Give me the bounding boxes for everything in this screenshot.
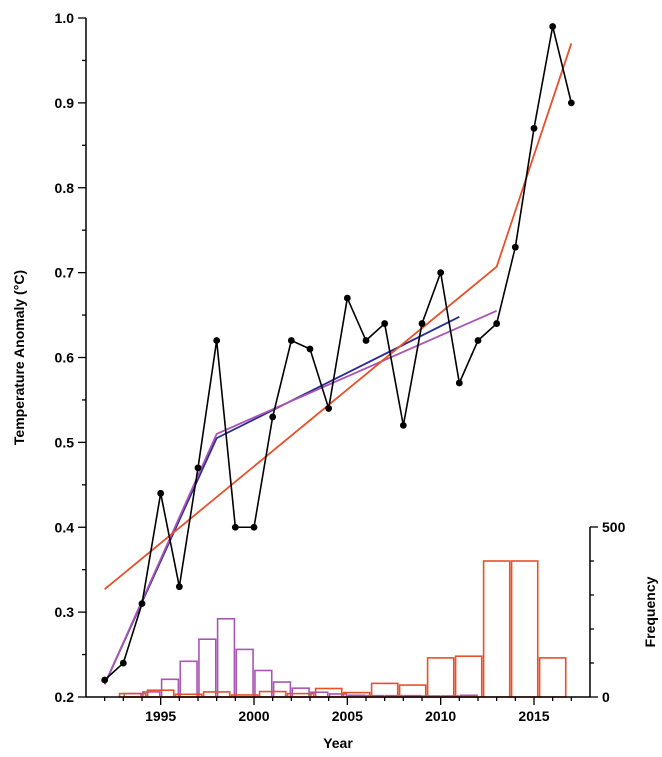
observed-series (101, 23, 575, 684)
y-tick-label: 0.9 (55, 95, 75, 111)
y2-axis-title: Frequency (642, 576, 658, 647)
observed-point (437, 269, 445, 277)
observed-point (493, 320, 501, 327)
histogram-2-bar (510, 560, 539, 698)
observed-point (343, 294, 351, 302)
histogram-1-bar (291, 687, 310, 698)
y-tick-label: 0.2 (55, 689, 75, 705)
observed-point (399, 422, 407, 429)
y2-tick-label: 500 (602, 519, 626, 535)
histogram-1-bar (198, 638, 217, 698)
histogram-1-bar (254, 669, 273, 698)
observed-point (325, 405, 333, 412)
observed-point (138, 600, 146, 608)
y-tick-label: 0.7 (55, 265, 75, 281)
trend-line-2 (103, 309, 498, 685)
observed-line (104, 26, 573, 681)
observed-point (269, 413, 277, 421)
y2-tick-label: 0 (602, 689, 610, 705)
y-tick-label: 0.8 (55, 180, 75, 196)
observed-point (567, 99, 575, 107)
observed-point (287, 337, 295, 344)
x-tick-label: 2000 (238, 708, 269, 724)
trend-line-1 (103, 315, 460, 685)
x-axis-title: Year (323, 735, 353, 751)
observed-point (213, 337, 221, 344)
trend-line-3 (104, 43, 573, 590)
y-tick-label: 0.4 (55, 519, 75, 535)
histogram-2-bar (538, 657, 567, 698)
observed-point (474, 337, 482, 344)
trend-lines (103, 43, 573, 685)
histogram-2-bar (258, 690, 287, 698)
x-tick-label: 1995 (145, 708, 176, 724)
y-tick-label: 0.6 (55, 350, 75, 366)
observed-point (418, 320, 426, 327)
observed-point (306, 345, 314, 353)
observed-point (101, 676, 109, 684)
y-axis-title: Temperature Anomaly (°C) (11, 270, 27, 445)
histogram-2-bar (426, 657, 455, 698)
observed-point (381, 320, 389, 327)
histogram-1-bar (235, 648, 254, 698)
histogram-2-bar (202, 691, 231, 698)
observed-point (511, 243, 519, 251)
histogram-2-bar (482, 560, 511, 698)
frequency-histograms (118, 560, 567, 698)
observed-point (455, 379, 463, 387)
observed-point (549, 23, 557, 30)
x-tick-label: 2015 (518, 708, 549, 724)
y-tick-label: 1.0 (55, 10, 75, 26)
observed-point (194, 464, 202, 472)
observed-point (250, 523, 258, 531)
axes: 0.2 0.3 0.4 0.5 0.6 0.7 0.8 0.9 1.0 1995 2000 2005 2… (55, 10, 626, 724)
observed-point (175, 583, 183, 591)
histogram-2-bar (454, 655, 483, 698)
x-tick-label: 2005 (332, 708, 363, 724)
observed-point (157, 489, 165, 497)
observed-point (530, 124, 538, 132)
histogram-1-bar (216, 617, 236, 698)
y-tick-label: 0.3 (55, 604, 75, 620)
histogram-1-bar (179, 660, 198, 698)
observed-point (231, 523, 239, 531)
observed-point (362, 337, 370, 344)
x-tick-label: 2010 (425, 708, 456, 724)
y-tick-label: 0.5 (55, 434, 75, 450)
observed-point (119, 659, 127, 667)
